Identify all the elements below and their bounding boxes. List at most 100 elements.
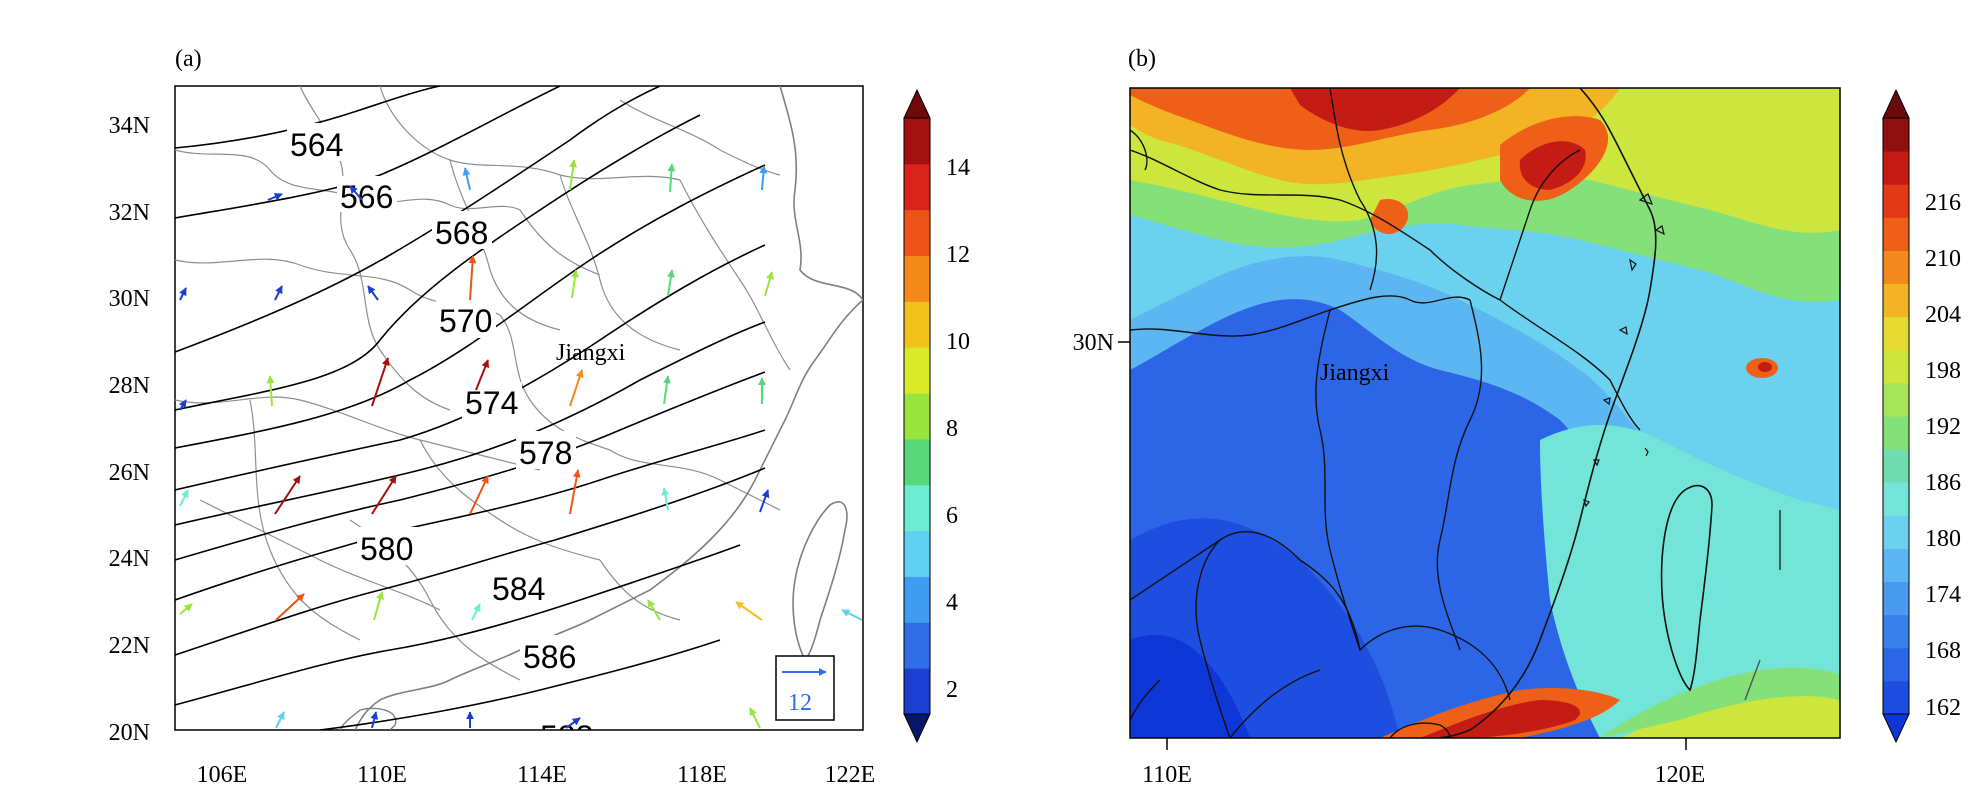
- colorbar-segment: [904, 347, 930, 394]
- colorbar-segment: [1883, 283, 1909, 318]
- wind-vector: [349, 185, 363, 201]
- colorbar-segment: [1883, 118, 1909, 152]
- colorbar-end-low: [903, 713, 931, 744]
- panel-a-map: 564 566 568 570 574 578 580 584 586 588: [109, 85, 876, 788]
- xtick-122e: 122E: [825, 762, 876, 788]
- wind-vector: [565, 717, 581, 729]
- cbar-b-tick-186: 186: [1925, 470, 1961, 496]
- wind-vector: [666, 269, 675, 297]
- panel-a-colorbar: [903, 88, 931, 744]
- contour-label-568: 568: [435, 215, 488, 251]
- wind-vector: [179, 287, 187, 301]
- colorbar-segment: [1883, 316, 1909, 351]
- wind-vector: [275, 593, 305, 621]
- cbar-b-tick-204: 204: [1925, 302, 1961, 328]
- colorbar-segment: [1883, 349, 1909, 384]
- wind-vector: [759, 489, 770, 513]
- colorbar-segment: [904, 209, 930, 257]
- reference-vector-box: [775, 655, 835, 721]
- wind-vector: [367, 285, 379, 301]
- wind-vector: [179, 489, 189, 507]
- wind-vector: [663, 375, 671, 405]
- xtick-110e: 110E: [357, 762, 407, 788]
- island-b: [1644, 447, 1781, 570]
- colorbar-segment: [1883, 647, 1909, 682]
- panel-b-label: (b): [1128, 46, 1156, 72]
- xtick-b-120e: 120E: [1655, 762, 1706, 788]
- colorbar-segment: [1883, 151, 1909, 185]
- wind-vector: [759, 165, 768, 191]
- cbar-a-tick-14: 14: [946, 155, 970, 181]
- colorbar-segment: [904, 301, 930, 348]
- panel-b-colorbar: [1882, 88, 1910, 744]
- hainan-b: [1389, 722, 1451, 738]
- jiangxi-label-b: Jiangxi: [1320, 360, 1390, 386]
- xtick-106e: 106E: [197, 762, 248, 788]
- ytick-30n: 30N: [109, 286, 150, 312]
- colorbar-segment: [904, 163, 930, 211]
- cbar-b-tick-192: 192: [1925, 414, 1961, 440]
- panel-a-yticks: 34N 32N 30N 28N 26N 24N 22N 20N: [109, 113, 150, 746]
- wind-vector: [179, 603, 193, 615]
- colorbar-segment: [904, 118, 930, 165]
- cbar-a-tick-8: 8: [946, 416, 958, 442]
- wind-vector: [373, 591, 384, 621]
- cbar-b-tick-168: 168: [1925, 638, 1961, 664]
- cbar-b-tick-216: 216: [1925, 190, 1961, 216]
- coast-islands-b: [1583, 193, 1665, 508]
- wind-vector: [266, 375, 275, 407]
- ytick-28n: 28N: [109, 373, 150, 399]
- colorbar-segment: [1883, 548, 1909, 583]
- ytick-24n: 24N: [109, 546, 150, 572]
- wind-vector: [274, 285, 283, 301]
- contour-label-580: 580: [360, 531, 413, 567]
- ytick-22n: 22N: [109, 633, 150, 659]
- cbar-a-tick-2: 2: [946, 677, 958, 703]
- height-contours: [175, 86, 766, 730]
- wind-vector: [569, 369, 584, 407]
- contour-label-578: 578: [519, 435, 572, 471]
- contour-label-586: 586: [523, 639, 576, 675]
- contour-label-564: 564: [290, 127, 343, 163]
- wind-vector: [647, 599, 661, 621]
- colorbar-end-high: [1882, 88, 1910, 119]
- wind-vector: [667, 163, 676, 193]
- xtick-118e: 118E: [677, 762, 727, 788]
- contour-label-584: 584: [492, 571, 545, 607]
- coastline-a: [354, 86, 863, 730]
- panel-b-field: Jiangxi: [1130, 88, 1840, 738]
- wind-vector: [371, 357, 390, 407]
- ytick-26n: 26N: [109, 460, 150, 486]
- wind-vectors: [178, 159, 863, 729]
- ytick-32n: 32N: [109, 200, 150, 226]
- cbar-b-tick-210: 210: [1925, 246, 1961, 272]
- wind-vector: [841, 609, 863, 621]
- wind-vector: [274, 475, 301, 515]
- reference-vector-label: 12: [788, 690, 812, 716]
- cbar-a-tick-6: 6: [946, 503, 958, 529]
- colorbar-segment: [1883, 680, 1909, 715]
- contour-labels: 564 566 568 570 574 578 580 584 586 588: [287, 123, 593, 730]
- colorbar-segment: [1883, 614, 1909, 649]
- colorbar-segment: [1883, 581, 1909, 616]
- wind-vector: [178, 399, 187, 411]
- taiwan-a: [792, 501, 848, 662]
- jiangxi-label-a: Jiangxi: [556, 340, 626, 366]
- contour-label-570: 570: [439, 303, 492, 339]
- panel-b-frame: [1129, 87, 1841, 739]
- wind-vector: [571, 269, 579, 299]
- colorbar-segment: [1883, 482, 1909, 516]
- panel-a-colorbar-ticks: 2 4 6 8 10 12 14: [946, 155, 970, 703]
- colorbar-segment: [904, 622, 930, 669]
- cbar-b-tick-174: 174: [1925, 582, 1961, 608]
- colorbar-end-low: [1882, 713, 1910, 744]
- coastline-b: [1429, 88, 1657, 738]
- wind-vector: [475, 359, 490, 391]
- wind-vector: [468, 255, 477, 301]
- wind-vector: [569, 469, 581, 515]
- cbar-b-tick-198: 198: [1925, 358, 1961, 384]
- panel-a-label: (a): [175, 46, 202, 72]
- panel-a-xticks: 106E 110E 114E 118E 122E: [197, 762, 876, 788]
- colorbar-segment: [904, 393, 930, 440]
